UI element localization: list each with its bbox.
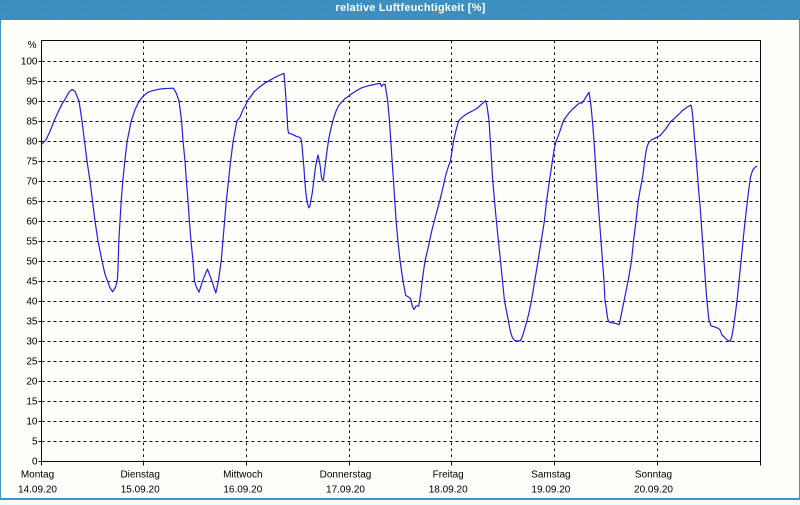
svg-text:15.09.20: 15.09.20 (121, 485, 160, 496)
svg-text:%: % (28, 40, 37, 51)
svg-text:30: 30 (26, 337, 38, 348)
svg-text:10: 10 (26, 417, 38, 428)
svg-text:14.09.20: 14.09.20 (18, 485, 57, 496)
svg-text:5: 5 (32, 437, 38, 448)
svg-text:18.09.20: 18.09.20 (429, 485, 468, 496)
svg-text:40: 40 (26, 297, 38, 308)
svg-text:20: 20 (26, 377, 38, 388)
svg-text:80: 80 (26, 137, 38, 148)
svg-text:45: 45 (26, 277, 38, 288)
svg-text:100: 100 (21, 57, 38, 68)
svg-text:17.09.20: 17.09.20 (326, 485, 365, 496)
svg-text:60: 60 (26, 217, 38, 228)
svg-text:90: 90 (26, 97, 38, 108)
svg-text:Donnerstag: Donnerstag (320, 470, 372, 481)
svg-text:Montag: Montag (21, 470, 54, 481)
svg-text:Freitag: Freitag (433, 470, 464, 481)
svg-text:Dienstag: Dienstag (120, 470, 159, 481)
svg-text:0: 0 (32, 457, 38, 468)
svg-text:Samstag: Samstag (531, 470, 570, 481)
svg-text:35: 35 (26, 317, 38, 328)
svg-text:50: 50 (26, 257, 38, 268)
svg-text:55: 55 (26, 237, 38, 248)
svg-text:Sonntag: Sonntag (635, 470, 672, 481)
svg-text:65: 65 (26, 197, 38, 208)
svg-text:15: 15 (26, 397, 38, 408)
svg-text:20.09.20: 20.09.20 (634, 485, 673, 496)
svg-text:19.09.20: 19.09.20 (531, 485, 570, 496)
svg-text:95: 95 (26, 77, 38, 88)
svg-text:25: 25 (26, 357, 38, 368)
svg-text:85: 85 (26, 117, 38, 128)
svg-text:Mittwoch: Mittwoch (223, 470, 262, 481)
svg-text:16.09.20: 16.09.20 (223, 485, 262, 496)
svg-text:75: 75 (26, 157, 38, 168)
svg-text:70: 70 (26, 177, 38, 188)
